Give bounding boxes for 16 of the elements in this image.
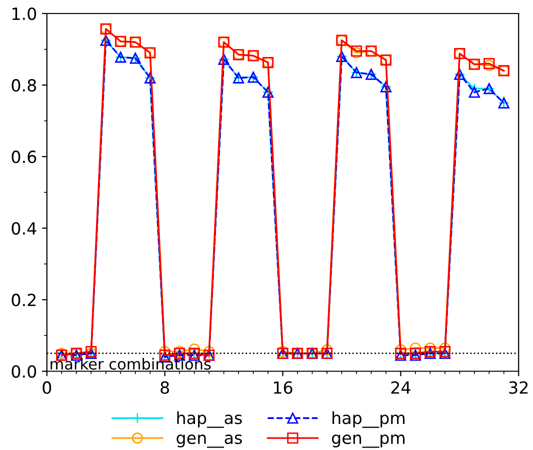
x-tick-label: 8	[160, 381, 169, 394]
y-tick-label: 0.0	[12, 365, 36, 378]
legend-label: gen__as	[176, 434, 242, 448]
legend-label: hap__pm	[332, 411, 404, 428]
x-tick-label: 0	[42, 381, 52, 394]
x-tick-label: 24	[391, 381, 410, 394]
x-tick-label: 16	[274, 381, 292, 394]
y-tick-label: 0.4	[12, 222, 36, 235]
y-tick-label: 0.2	[12, 294, 36, 306]
y-tick-label: 1.0	[12, 7, 36, 20]
annotation: marker combinations	[50, 358, 211, 370]
y-tick-label: 0.8	[12, 79, 36, 92]
legend-label: hap__as	[177, 411, 242, 428]
legend-label: gen__pm	[332, 434, 405, 448]
y-tick-label: 0.6	[12, 150, 36, 164]
x-tick-label: 32	[509, 381, 528, 394]
